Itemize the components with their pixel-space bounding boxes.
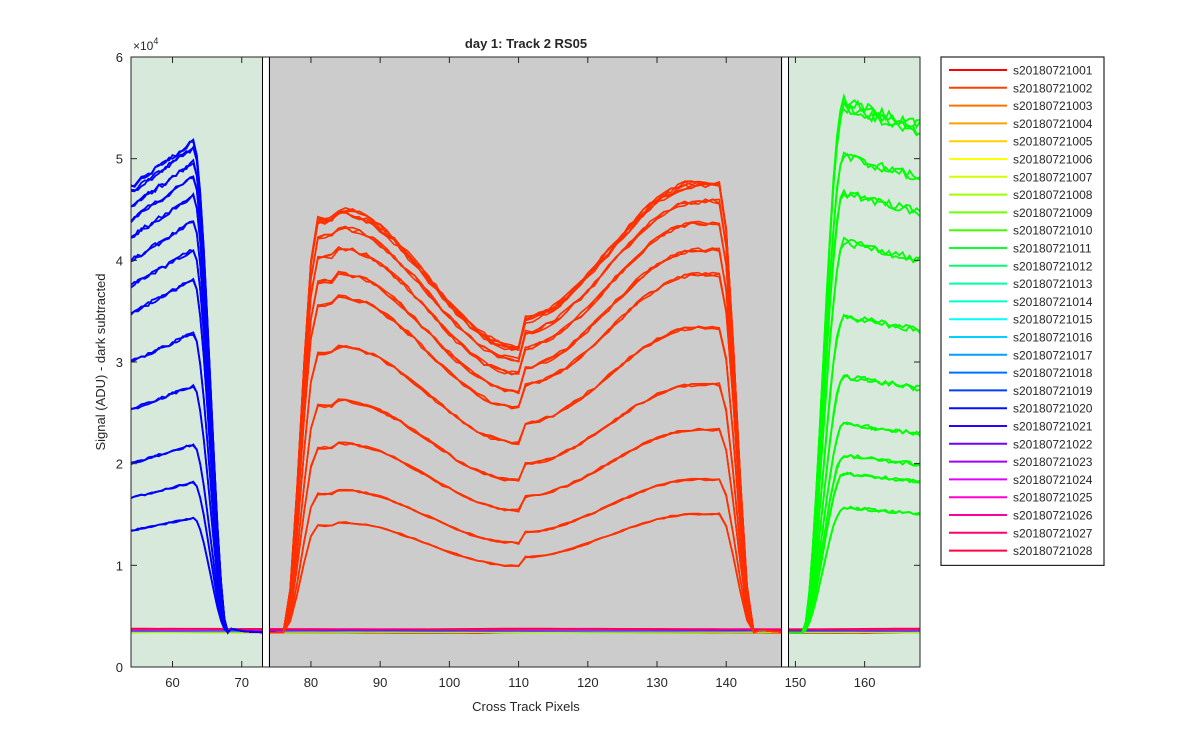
region-dividers: [262, 57, 789, 667]
y-tick-label: 0: [116, 660, 123, 675]
right-curve: [781, 505, 921, 634]
center-curve: [262, 220, 789, 634]
legend-entry-s20180721007: s20180721007: [1013, 170, 1093, 184]
legend-entry-s20180721002: s20180721002: [1013, 81, 1093, 95]
legend-entry-s20180721020: s20180721020: [1013, 402, 1093, 416]
legend-entry-s20180721001: s20180721001: [1013, 64, 1093, 78]
divider-gap-right: [781, 57, 789, 667]
legend-entry-s20180721017: s20180721017: [1013, 348, 1093, 362]
x-tick-label: 70: [235, 675, 249, 690]
center-curve: [262, 247, 789, 634]
center-region: [269, 57, 782, 667]
center-curve: [262, 512, 789, 634]
x-tick-label: 60: [165, 675, 179, 690]
center-curve: [262, 183, 789, 634]
y-tick-label: 6: [116, 50, 123, 65]
x-tick-label: 140: [715, 675, 737, 690]
divider-gap-left: [262, 57, 270, 667]
center-curve: [262, 271, 789, 634]
y-tick-label: 2: [116, 457, 123, 472]
legend-entry-s20180721006: s20180721006: [1013, 153, 1093, 167]
y-axis-exponent-power: 4: [153, 36, 158, 46]
legend-entry-s20180721022: s20180721022: [1013, 437, 1093, 451]
legend-entry-s20180721003: s20180721003: [1013, 99, 1093, 113]
left-edge-region: [131, 57, 263, 667]
right-edge-region: [788, 57, 920, 667]
axis-ticks: 60 70 80 90 100 110 120 130 140 150 160 0 1 2 3 4 5 6: [116, 50, 920, 690]
legend-entry-s20180721009: s20180721009: [1013, 206, 1093, 220]
y-tick-label: 3: [116, 355, 123, 370]
center-curve: [262, 427, 789, 634]
y-tick-label: 1: [116, 558, 123, 573]
legend-entry-s20180721004: s20180721004: [1013, 117, 1093, 131]
legend-entry-s20180721028: s20180721028: [1013, 544, 1093, 558]
center-curve: [262, 198, 789, 634]
center-curve: [262, 181, 789, 634]
legend-entry-s20180721024: s20180721024: [1013, 473, 1093, 487]
legend-entry-s20180721015: s20180721015: [1013, 313, 1093, 327]
legend-entry-s20180721018: s20180721018: [1013, 366, 1093, 380]
legend-entry-s20180721027: s20180721027: [1013, 526, 1093, 540]
legend-entry-s20180721013: s20180721013: [1013, 277, 1093, 291]
legend-box: [940, 56, 1105, 566]
center-curve: [262, 477, 789, 634]
x-tick-label: 160: [854, 675, 876, 690]
center-curve: [262, 382, 789, 634]
legend-entry-s20180721021: s20180721021: [1013, 420, 1093, 434]
x-tick-label: 90: [373, 675, 387, 690]
region-backgrounds: [131, 57, 920, 667]
legend-entry-s20180721019: s20180721019: [1013, 384, 1093, 398]
y-tick-label: 4: [116, 253, 123, 268]
legend-entry-s20180721014: s20180721014: [1013, 295, 1093, 309]
x-tick-label: 100: [439, 675, 461, 690]
legend-entry-s20180721011: s20180721011: [1013, 242, 1092, 256]
legend: s20180721001 s20180721002 s20180721003 s201…: [940, 56, 1105, 566]
y-axis-label: Signal (ADU) - dark subtracted: [93, 273, 108, 450]
chart-title: day 1: Track 2 RS05: [465, 36, 587, 51]
x-tick-label: 150: [785, 675, 807, 690]
y-tick-label: 5: [116, 152, 123, 167]
x-axis-label: Cross Track Pixels: [472, 699, 580, 714]
legend-entry-s20180721008: s20180721008: [1013, 188, 1093, 202]
legend-entry-s20180721010: s20180721010: [1013, 224, 1093, 238]
x-tick-label: 120: [577, 675, 599, 690]
x-tick-label: 130: [646, 675, 668, 690]
legend-entry-s20180721016: s20180721016: [1013, 331, 1093, 345]
left-curve: [130, 516, 277, 634]
legend-entry-s20180721025: s20180721025: [1013, 491, 1093, 505]
legend-entry-s20180721023: s20180721023: [1013, 455, 1093, 469]
x-tick-label: 110: [508, 675, 529, 690]
y-axis-exponent: ×104: [133, 36, 158, 53]
legend-entry-s20180721012: s20180721012: [1013, 259, 1093, 273]
legend-entry-s20180721026: s20180721026: [1013, 509, 1093, 523]
x-tick-label: 80: [304, 675, 318, 690]
center-curve: [262, 326, 789, 634]
legend-entry-s20180721005: s20180721005: [1013, 135, 1093, 149]
y-axis-exponent-base: ×10: [133, 39, 154, 53]
